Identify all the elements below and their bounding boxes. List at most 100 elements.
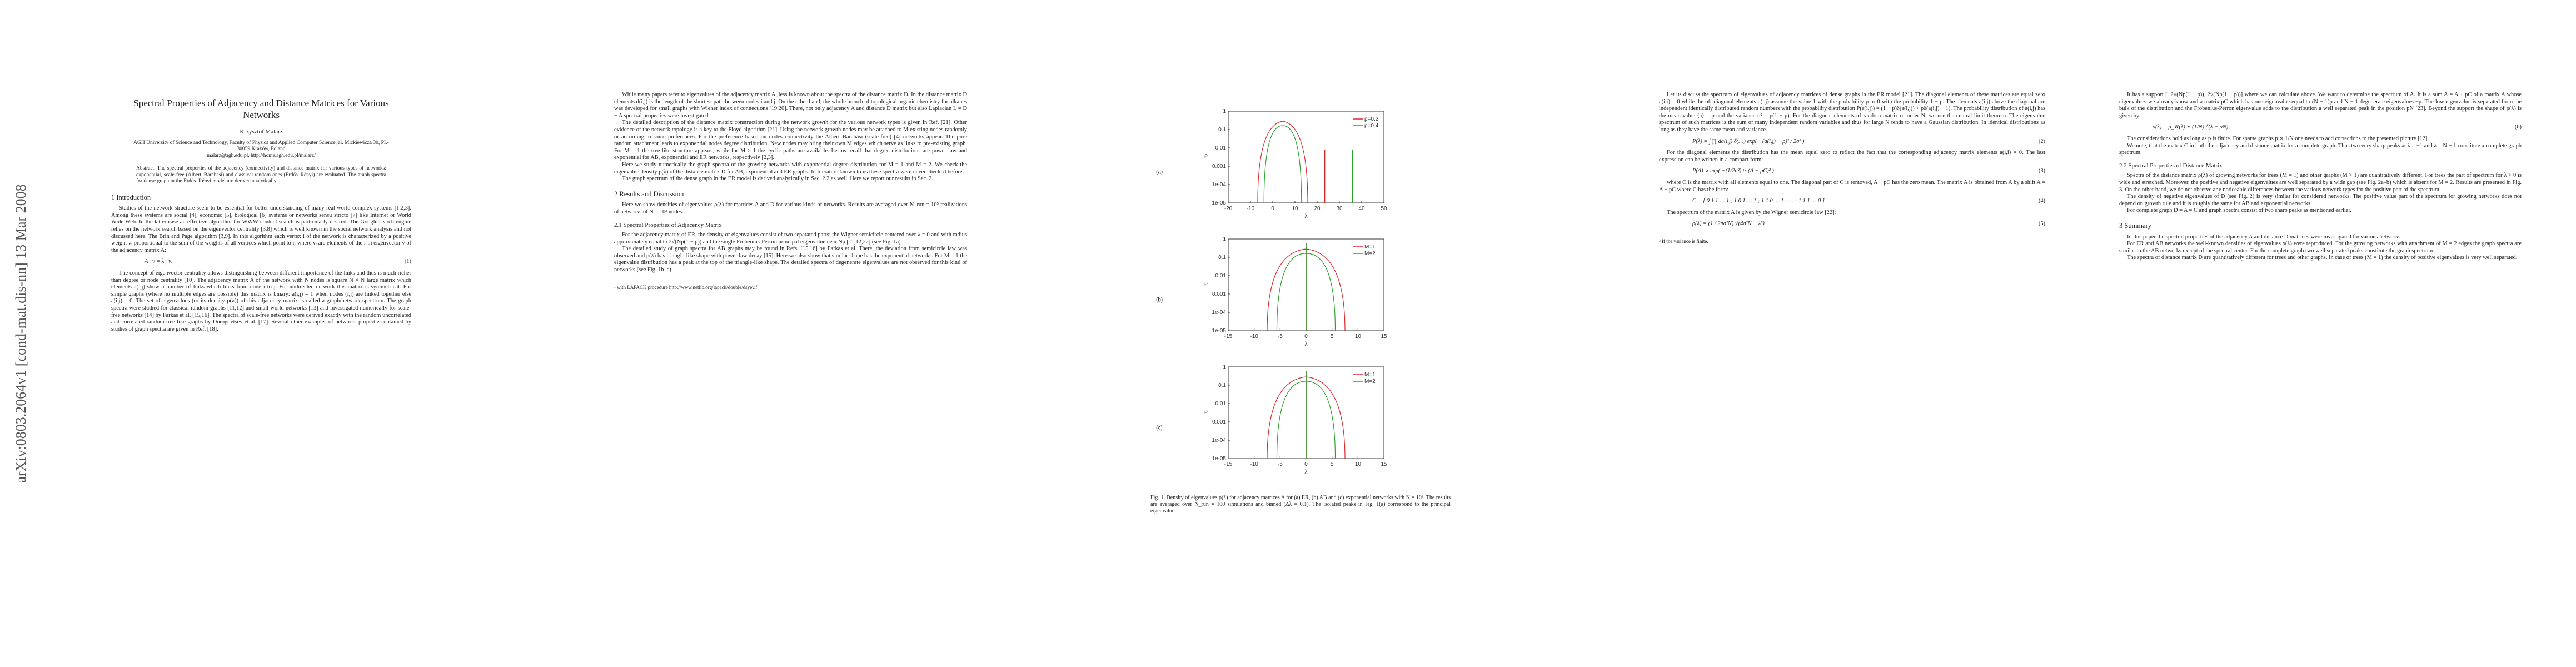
y-tick-label: 1 — [1223, 236, 1226, 242]
equation-number: (6) — [2514, 124, 2522, 131]
y-axis-label: ρ — [1204, 409, 1208, 415]
x-tick-label: 10 — [1355, 461, 1362, 467]
paragraph: The detailed study of graph spectra for … — [614, 246, 967, 273]
paragraph: While many papers refer to eigenvalues o… — [614, 92, 967, 119]
paragraph: The detailed description of the distance… — [614, 120, 967, 161]
equation-number: (5) — [2038, 221, 2045, 227]
equation-number: (4) — [2038, 198, 2045, 205]
x-axis-label: λ — [1305, 469, 1308, 475]
y-tick-label: 0.01 — [1215, 145, 1227, 151]
equation: C = [ 0 1 1 … 1 ; 1 0 1 … 1 ; 1 1 0 … 1 … — [1692, 198, 1825, 205]
x-tick-label: 5 — [1331, 461, 1334, 467]
paragraph: For the adjacency matrix of ER, the dens… — [614, 232, 967, 245]
paragraph: The spectra of distance matrix D are qua… — [2127, 255, 2518, 261]
x-tick-label: 30 — [1336, 206, 1343, 212]
subsection-heading: 2.2 Spectral Properties of Distance Matr… — [2119, 162, 2223, 169]
paragraph: The graph spectrum of the dense graph in… — [622, 176, 934, 182]
paragraph: The concept of eigenvector centrality al… — [111, 270, 411, 332]
equation: A · v = λ · v. — [145, 258, 172, 265]
footnote: ² If the variance is finite. — [1659, 235, 1748, 245]
subsection-heading: 2.1 Spectral Properties of Adjacency Mat… — [614, 221, 722, 228]
x-tick-label: -20 — [1224, 206, 1233, 212]
y-tick-label: 0.1 — [1218, 127, 1226, 133]
paragraph: Let us discuss the spectrum of eigenvalu… — [1659, 92, 2045, 133]
y-tick-label: 0.01 — [1215, 401, 1227, 407]
y-tick-label: 1e-04 — [1212, 182, 1226, 188]
x-tick-label: 40 — [1358, 206, 1365, 212]
x-tick-label: 0 — [1304, 461, 1308, 467]
equation-row: P(A) ∝ exp( −(1/2σ²) tr (A − pC)² ) (3) — [1692, 168, 2045, 175]
equation-number: (2) — [2038, 138, 2045, 145]
equation: P(A) ∝ exp( −(1/2σ²) tr (A − pC)² ) — [1692, 168, 1774, 175]
equation: ρ(λ) = ρ_W(λ) + (1/N) δ(λ − pN) — [2153, 124, 2229, 131]
section-heading: 2 Results and Discussion — [614, 190, 684, 198]
equation-row: P(λ) = ∫ ∏ da(i,j) δ(…) exp( −(a(i,j) − … — [1692, 138, 2045, 146]
paragraph: The considerations hold as long as p is … — [2127, 135, 2429, 142]
paper-title: Spectral Properties of Adjacency and Dis… — [133, 98, 389, 120]
y-tick-label: 0.1 — [1218, 382, 1226, 389]
x-axis-label: λ — [1305, 213, 1308, 220]
paragraph: The spectrum of the matrix A is given by… — [1667, 209, 1836, 216]
x-tick-label: -5 — [1278, 461, 1283, 467]
x-tick-label: -15 — [1224, 334, 1233, 340]
paragraph: For the diagonal elements the distributi… — [1659, 150, 2045, 163]
paragraph: Spectra of the distance matrix ρ(λ) of g… — [2119, 172, 2522, 193]
column: While many papers refer to eigenvalues o… — [614, 92, 967, 625]
column: It has a support [−2√(Np(1 − p)), 2√(Np(… — [2119, 92, 2522, 625]
y-tick-label: 0.1 — [1218, 255, 1226, 261]
x-tick-label: -15 — [1224, 461, 1233, 467]
x-tick-label: -10 — [1250, 461, 1258, 467]
equation-row: ρ(λ) = (1 / 2πσ²N) √(4σ²N − λ²) (5) — [1692, 221, 2045, 228]
legend-label: M=1 — [1364, 244, 1376, 250]
curve — [1257, 121, 1308, 203]
column: Spectral Properties of Adjacency and Dis… — [111, 92, 411, 625]
paragraph: It has a support [−2√(Np(1 − p)), 2√(Np(… — [2119, 92, 2522, 119]
y-tick-label: 0.001 — [1212, 163, 1226, 170]
x-tick-label: -5 — [1278, 334, 1283, 340]
equation-row: A · v = λ · v. (1) — [145, 258, 411, 266]
x-tick-label: 10 — [1292, 206, 1298, 212]
panel-label: (a) — [1156, 170, 1163, 176]
y-tick-label: 0.01 — [1215, 273, 1227, 279]
x-tick-label: 50 — [1381, 206, 1387, 212]
y-tick-label: 1e-05 — [1212, 200, 1226, 206]
x-tick-label: 5 — [1331, 334, 1334, 340]
contact: malarz@agh.edu.pl, http://home.agh.edu.p… — [207, 152, 316, 158]
y-tick-label: 1e-04 — [1212, 310, 1226, 316]
author: Krzysztof Malarz — [240, 128, 283, 135]
x-tick-label: -10 — [1250, 334, 1258, 340]
x-tick-label: 15 — [1381, 461, 1387, 467]
paragraph: Here we study numerically the graph spec… — [614, 161, 967, 175]
x-axis-label: λ — [1305, 341, 1308, 347]
x-tick-label: 15 — [1381, 334, 1387, 340]
equation-number: (3) — [2038, 168, 2045, 175]
x-tick-label: 20 — [1314, 206, 1321, 212]
y-tick-label: 1e-05 — [1212, 456, 1226, 462]
legend-label: p=0.4 — [1364, 123, 1379, 129]
y-tick-label: 1e-04 — [1212, 437, 1226, 444]
equation-row: C = [ 0 1 1 … 1 ; 1 0 1 … 1 ; 1 1 0 … 1 … — [1692, 198, 2045, 205]
arxiv-sidebar: arXiv:0803.2064v1 [cond-mat.dis-nn] 13 M… — [13, 184, 29, 483]
x-tick-label: 10 — [1355, 334, 1362, 340]
panel-label: (c) — [1156, 425, 1163, 431]
x-tick-label: -10 — [1247, 206, 1255, 212]
x-tick-label: 0 — [1304, 334, 1308, 340]
paragraph: For ER and AB networks the well-known de… — [2119, 241, 2522, 254]
y-tick-label: 1 — [1223, 364, 1226, 370]
equation-number: (1) — [404, 258, 411, 265]
equation: P(λ) = ∫ ∏ da(i,j) δ(…) exp( −(a(i,j) − … — [1692, 138, 1805, 145]
paragraph: We note, that the matrix C in both the a… — [2119, 142, 2522, 156]
paragraph: Studies of the network structure seem to… — [111, 205, 411, 253]
figure: -20 -10 0 10 20 30 40 5010.10.010.0011e-041e-05… — [1156, 108, 1387, 475]
curve — [1263, 125, 1302, 203]
legend-label: M=1 — [1364, 372, 1376, 378]
section-heading: 3 Summary — [2119, 221, 2151, 230]
footnote: ¹ with LAPACK procedure http://www.netli… — [614, 281, 757, 291]
paragraph: In this paper the spectral properties of… — [2127, 233, 2402, 240]
y-tick-label: 1 — [1223, 108, 1226, 115]
y-axis-label: ρ — [1204, 153, 1208, 159]
affiliation: AGH University of Science and Technology… — [133, 140, 389, 152]
paragraph: Here we show densities of eigenvalues ρ(… — [614, 202, 967, 215]
x-tick-label: 0 — [1271, 206, 1274, 212]
